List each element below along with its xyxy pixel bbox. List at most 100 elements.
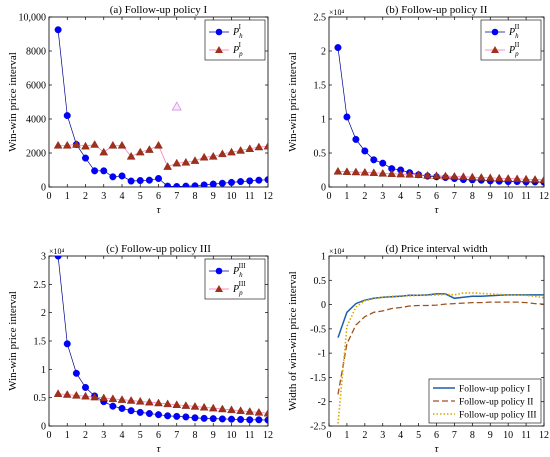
series-2-point (99, 393, 109, 402)
annotation-marker (171, 101, 182, 111)
series-1-point (164, 412, 172, 420)
series-2-point (199, 402, 209, 411)
series-2-point (521, 174, 531, 183)
series-1-point (118, 404, 126, 412)
legend-marker (215, 285, 223, 292)
series-2-point (369, 168, 379, 176)
x-tick-label: 1 (344, 430, 349, 441)
series-2-point (108, 140, 118, 149)
legend-label: Follow-up policy III (459, 411, 537, 421)
series-1-point (246, 177, 254, 185)
y-tick-label: 0.5 (314, 276, 327, 287)
legend-box (204, 258, 266, 300)
x-tick-label: 1 (65, 430, 70, 441)
series-1-point (370, 156, 378, 164)
x-tick-label: 8 (193, 430, 198, 441)
y-tick-label: 10,000 (19, 13, 47, 24)
series-1-point (200, 414, 208, 422)
chart-title: (c) Follow-up policy III (106, 243, 211, 255)
x-tick-label: 2 (83, 191, 88, 202)
x-tick-label: 10 (503, 430, 513, 441)
x-axis-label: τ (157, 443, 162, 455)
y-tick-label: 2.5 (34, 280, 47, 291)
legend-marker (215, 267, 223, 275)
series-2-point (181, 157, 191, 166)
y-tick-label: 8000 (26, 47, 46, 58)
x-tick-label: 11 (245, 430, 255, 441)
x-tick-label: 8 (470, 430, 475, 441)
series-2-point (208, 403, 218, 412)
series-2-point (208, 151, 218, 160)
series-2-point (485, 173, 495, 182)
legend: Follow-up policy I Follow-up policy II Fol… (428, 378, 542, 424)
series-1-point (182, 413, 190, 421)
series-2-point (163, 162, 172, 170)
x-tick-label: 5 (416, 430, 421, 441)
series-2-point (218, 404, 227, 413)
series-2-point (227, 147, 236, 156)
series-1-point (109, 402, 117, 410)
panel-2: (b) Follow-up policy II0 1 2 3 4 5 6 7 8 9 10 11 12τ… (287, 4, 549, 216)
x-tick-label: 6 (434, 430, 439, 441)
x-tick-label: 8 (193, 191, 198, 202)
series-2-line (337, 301, 544, 395)
series-2-point (476, 173, 486, 181)
x-tick-label: 7 (452, 430, 457, 441)
series-2-point (62, 390, 72, 398)
legend-box (204, 19, 266, 61)
x-tick-label: 2 (362, 430, 367, 441)
series-1-point (145, 410, 153, 418)
series-2-point (72, 390, 81, 399)
x-tick-label: 10 (503, 191, 513, 202)
series-2-point (360, 167, 370, 176)
x-tick-label: 9 (211, 430, 216, 441)
x-tick-label: 6 (156, 191, 161, 202)
chart-title: (d) Price interval width (385, 243, 488, 255)
series-1-point (334, 44, 342, 52)
x-tick-label: 11 (245, 191, 255, 202)
series-1-point (343, 113, 351, 121)
series-1-point (255, 416, 263, 424)
series-2-point (199, 152, 209, 161)
x-tick-label: 10 (227, 430, 237, 441)
x-tick-label: 12 (263, 430, 273, 441)
series-2-point (333, 166, 343, 175)
series-1-point (136, 177, 144, 185)
legend-label: PpIII (232, 280, 246, 297)
series-2-point (245, 144, 255, 152)
x-axis-label: τ (157, 204, 162, 216)
legend-marker (491, 28, 499, 36)
series-1-point (218, 415, 226, 423)
plot-area (53, 26, 268, 187)
series-1-point (227, 415, 235, 423)
plot-area (337, 292, 544, 424)
x-tick-label: 4 (120, 191, 125, 202)
series-3-line (337, 292, 544, 424)
x-tick-label: 2 (83, 430, 88, 441)
y-tick-label: 1 (41, 365, 46, 376)
x-tick-label: 0 (47, 191, 52, 202)
y-tick-label: 0.5 (314, 149, 327, 160)
series-2-point (494, 173, 504, 182)
x-tick-label: 9 (211, 191, 216, 202)
x-tick-label: 9 (488, 430, 493, 441)
series-2-point (190, 156, 200, 164)
legend-label: PhII (508, 23, 520, 40)
series-2-point (190, 402, 200, 410)
series-1-point (209, 180, 217, 187)
legend-label: PhI (232, 23, 243, 40)
legend-label: PhIII (232, 262, 246, 279)
series-1-point (173, 412, 181, 420)
legend-marker (215, 46, 223, 53)
series-1-point (118, 172, 126, 180)
series-2-point (53, 389, 63, 397)
series-1-point (352, 135, 360, 143)
series-2-point (154, 140, 163, 149)
series-2-point (459, 172, 468, 180)
series-2-point (263, 408, 268, 417)
x-tick-label: 12 (263, 191, 273, 202)
legend-marker (491, 46, 499, 53)
series-1-point (209, 415, 217, 423)
